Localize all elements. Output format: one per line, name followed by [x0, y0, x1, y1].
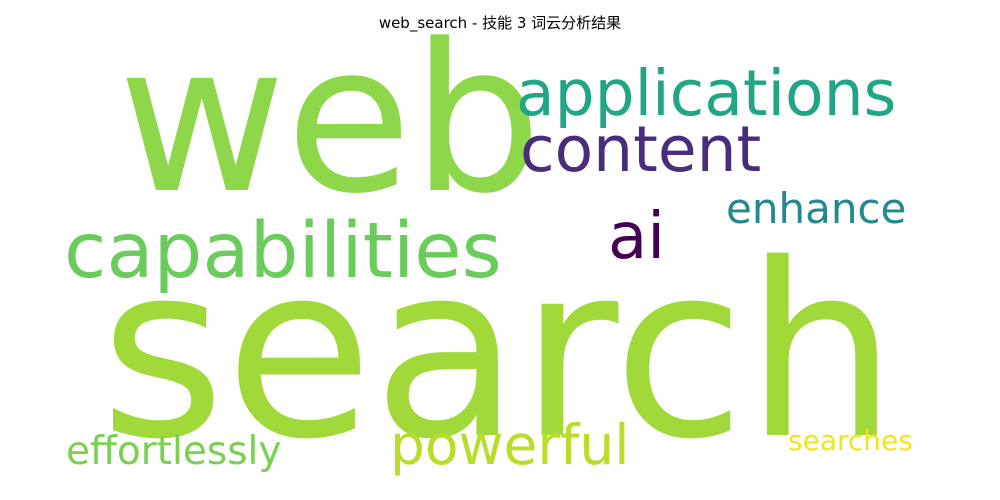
word-enhance: enhance: [726, 184, 907, 233]
word-search: search: [100, 212, 898, 492]
word-applications: applications: [516, 57, 897, 130]
word-capabilities: capabilities: [64, 207, 502, 296]
word-web: web: [118, 1, 542, 239]
word-powerful: powerful: [390, 413, 630, 477]
word-effortlessly: effortlessly: [66, 429, 282, 474]
word-searches: searches: [788, 424, 913, 457]
word-content: content: [520, 113, 762, 186]
chart-title: web_search - 技能 3 词云分析结果: [378, 14, 622, 32]
word-ai: ai: [608, 200, 665, 274]
